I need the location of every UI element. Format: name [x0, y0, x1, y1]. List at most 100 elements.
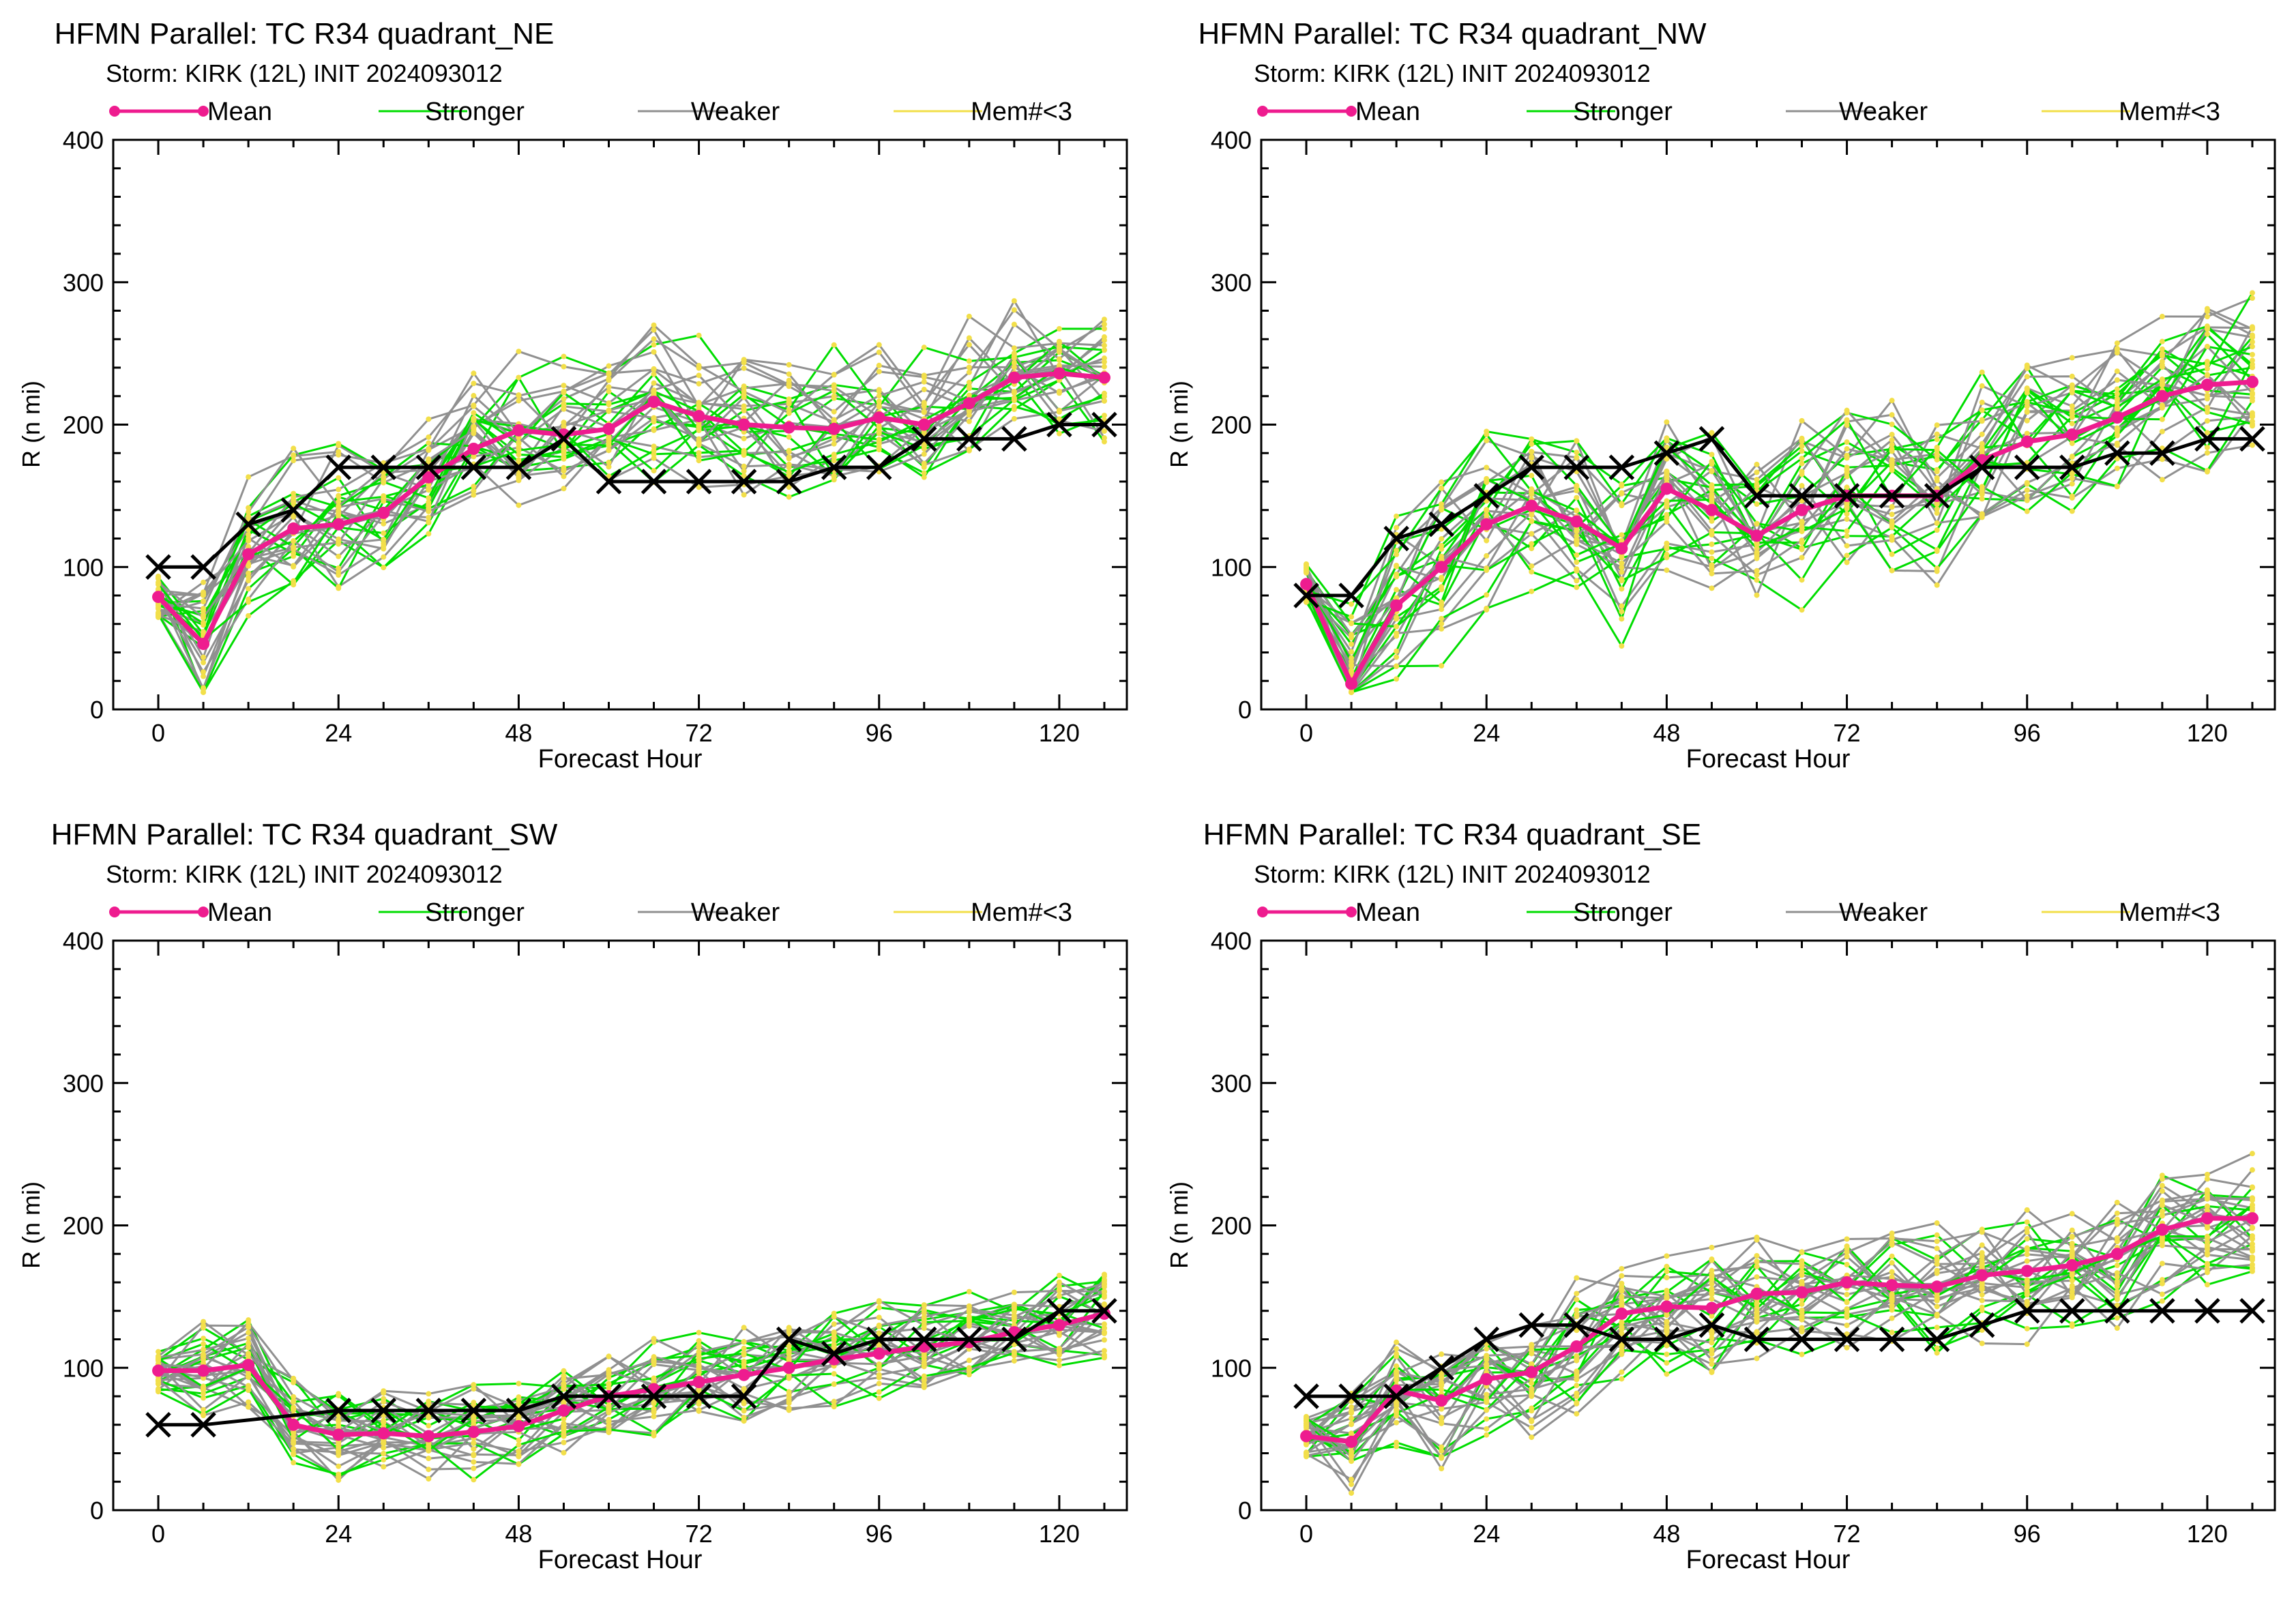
mean-point — [557, 1404, 570, 1417]
member-point — [2024, 1284, 2030, 1291]
member-point — [606, 435, 612, 441]
best-track-x-marker — [1518, 1312, 1545, 1338]
member-point — [2114, 456, 2120, 462]
member-point — [1979, 418, 1985, 424]
member-point — [1011, 1350, 1017, 1356]
member-point — [606, 1381, 612, 1387]
best-track-x-marker — [2194, 1297, 2220, 1324]
member-point — [1664, 1371, 1670, 1377]
member-point — [1439, 1419, 1445, 1425]
legend-stronger-label: Stronger — [425, 898, 525, 927]
member-point — [1709, 555, 1715, 561]
member-point — [201, 615, 207, 621]
weaker-member-line — [158, 1289, 1105, 1443]
member-point — [1439, 621, 1445, 627]
member-point — [246, 1341, 252, 1347]
member-point — [2114, 368, 2120, 374]
member-point — [1799, 529, 1805, 535]
y-tick-label: 300 — [1211, 1070, 1252, 1098]
member-point — [1349, 1454, 1355, 1460]
member-point — [1979, 1340, 1985, 1346]
mean-line — [156, 370, 1105, 647]
member-point — [1619, 616, 1625, 622]
mean-point — [1390, 599, 1403, 612]
member-point — [2159, 1198, 2165, 1205]
best-track-line — [1306, 1309, 2252, 1398]
mean-point — [2065, 428, 2078, 441]
member-point — [831, 1321, 837, 1327]
member-point — [2114, 1296, 2120, 1302]
best-track-x-marker — [460, 454, 487, 480]
member-point — [2069, 454, 2075, 460]
member-point — [2114, 1263, 2120, 1269]
member-point — [1709, 549, 1715, 555]
legend-stronger-label: Stronger — [1573, 898, 1673, 927]
member-point — [1979, 383, 1985, 389]
member-point — [921, 474, 927, 480]
y-tick-label: 200 — [63, 1212, 104, 1240]
member-point — [2249, 1151, 2255, 1157]
member-point — [291, 1460, 297, 1466]
member-point — [1664, 472, 1670, 478]
mean-point — [1840, 1276, 1853, 1289]
mean-point — [1435, 561, 1448, 574]
member-point — [156, 1349, 162, 1355]
member-point — [921, 1353, 927, 1359]
member-point — [1664, 515, 1670, 521]
member-point — [1799, 469, 1805, 475]
member-point — [876, 1361, 882, 1367]
member-point — [786, 1357, 792, 1363]
member-point — [1934, 1238, 1940, 1244]
best-track-x-marker — [1608, 1326, 1635, 1353]
member-point — [876, 1372, 882, 1378]
member-point — [1394, 1443, 1400, 1449]
member-point — [291, 1430, 297, 1436]
y-tick-label: 200 — [1211, 411, 1252, 439]
member-point — [381, 537, 387, 543]
mean-point — [1660, 482, 1673, 495]
member-point — [786, 1325, 792, 1331]
member-point — [1934, 1261, 1940, 1267]
member-point — [966, 1365, 972, 1371]
chart-sw: HFMN Parallel: TC R34 quadrant_SW Storm:… — [17, 818, 1128, 1574]
best-track-x-marker — [2014, 1297, 2040, 1324]
member-point — [1349, 1476, 1355, 1482]
member-point — [246, 563, 252, 569]
member-point — [2204, 372, 2210, 378]
member-point — [516, 392, 522, 398]
member-point — [831, 1398, 837, 1404]
member-point — [831, 384, 837, 390]
member-point — [606, 459, 612, 465]
member-point — [426, 1400, 432, 1406]
member-point — [2114, 1325, 2120, 1331]
member-point — [651, 371, 657, 377]
member-point — [1844, 1254, 1850, 1260]
member-point — [2024, 1247, 2030, 1253]
mean-point — [782, 1361, 795, 1374]
member-point — [1844, 505, 1850, 512]
member-point — [471, 1477, 477, 1483]
mean-point — [422, 471, 435, 484]
member-point — [1484, 1416, 1490, 1422]
member-point — [2069, 481, 2075, 487]
member-point — [2249, 1224, 2255, 1231]
member-point — [2114, 465, 2120, 471]
member-point — [2249, 1244, 2255, 1250]
member-point — [2204, 404, 2210, 411]
member-point — [1889, 458, 1895, 464]
mean-point — [152, 1364, 165, 1377]
member-point — [1619, 586, 1625, 592]
member-point — [381, 1388, 387, 1394]
mean-point — [242, 1359, 255, 1372]
member-point — [2024, 430, 2030, 437]
member-point — [1934, 1293, 1940, 1299]
member-point — [606, 377, 612, 383]
member-point — [1439, 1381, 1445, 1387]
member-point — [1709, 518, 1715, 524]
member-point — [2159, 376, 2165, 382]
member-point — [1484, 605, 1490, 611]
member-point — [1394, 1419, 1400, 1426]
best-track-x-marker — [1001, 1326, 1027, 1353]
best-track-x-marker — [2239, 426, 2265, 452]
legend-mean-marker — [109, 106, 120, 117]
